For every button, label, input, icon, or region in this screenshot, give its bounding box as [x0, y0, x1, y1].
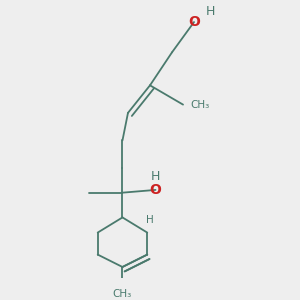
Text: O: O — [188, 15, 200, 29]
Text: CH₃: CH₃ — [190, 100, 209, 110]
Text: H: H — [151, 170, 160, 183]
Text: CH₃: CH₃ — [113, 289, 132, 299]
Text: H: H — [206, 4, 215, 17]
Text: O: O — [150, 183, 161, 197]
Text: H: H — [146, 215, 154, 225]
